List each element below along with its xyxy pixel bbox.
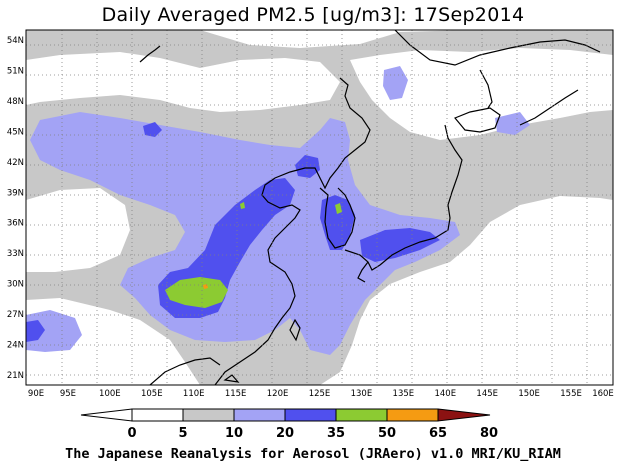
legend-swatch	[386, 408, 439, 422]
legend-swatch	[131, 408, 184, 422]
coast-japan	[344, 124, 463, 271]
legend-swatch	[182, 408, 235, 422]
contour-35-50-north	[240, 202, 245, 209]
lat-tick-label: 27N	[7, 310, 24, 320]
legend-arrow-high	[437, 408, 491, 422]
contour-10-20-southwest	[26, 310, 82, 352]
lon-tick-label: 145E	[476, 389, 498, 399]
contour-10-20-northeast	[383, 66, 408, 100]
legend-label: 35	[327, 426, 345, 440]
legend-label: 0	[127, 426, 136, 440]
lon-tick-label: 100E	[99, 389, 121, 399]
lon-tick-label: 105E	[141, 389, 163, 399]
legend-label: 5	[178, 426, 187, 440]
map-frame	[25, 29, 614, 386]
legend-label: 10	[225, 426, 243, 440]
coast-lake-baikal	[139, 45, 161, 63]
contour-0-5-north-b	[350, 48, 613, 140]
contour-20-35-southwest	[26, 320, 45, 342]
coast-kyushu	[357, 261, 369, 283]
lat-tick-label: 45N	[7, 127, 24, 137]
coast-siberia	[394, 30, 601, 66]
coast-korea	[319, 187, 356, 249]
contour-10-20-east	[495, 112, 530, 135]
legend-label: 80	[480, 426, 498, 440]
coast-vietnam	[149, 357, 221, 385]
lat-tick-label: 42N	[7, 158, 24, 168]
lon-tick-label: 135E	[393, 389, 415, 399]
contour-20-35-mongolia	[143, 122, 162, 137]
lon-tick-label: 115E	[225, 389, 247, 399]
lat-tick-label: 30N	[7, 280, 24, 290]
contour-20-35-bohai	[295, 155, 320, 178]
footer-credit: The Japanese Reanalysis for Aerosol (JRA…	[65, 446, 561, 462]
contour-20-35-korea	[320, 195, 355, 250]
lat-tick-label: 48N	[7, 97, 24, 107]
coast-hainan	[223, 374, 240, 383]
map-title: Daily Averaged PM2.5 [ug/m3]: 17Sep2014	[101, 4, 525, 26]
lat-tick-label: 36N	[7, 219, 24, 229]
coastlines	[139, 30, 601, 385]
coast-kuril	[519, 89, 579, 126]
legend-swatch	[284, 408, 337, 422]
legend-swatch	[233, 408, 286, 422]
legend-label: 20	[276, 426, 294, 440]
lon-tick-label: 120E	[267, 389, 289, 399]
contour-0-5-north-a	[26, 52, 340, 112]
contour-0-5-west	[26, 188, 130, 272]
legend-swatch	[335, 408, 388, 422]
contour-35-50-sichuan	[165, 277, 228, 308]
longitude-axis: 90E 95E 100E 105E 110E 115E 120E 125E 130E 135E 14…	[28, 389, 614, 399]
coast-hokkaido	[454, 107, 501, 133]
pm25-map: 90E 95E 100E 105E 110E 115E 120E 125E 130E 135E 14…	[7, 29, 614, 440]
legend-label: 65	[429, 426, 447, 440]
coast-china	[214, 77, 371, 385]
lon-tick-label: 150E	[518, 389, 540, 399]
contour-0-5-southeast	[372, 255, 613, 385]
lat-tick-label: 51N	[7, 67, 24, 77]
lon-tick-label: 125E	[309, 389, 331, 399]
contour-35-50-korea	[335, 203, 342, 214]
pm25-contours	[26, 30, 613, 385]
lon-tick-label: 110E	[183, 389, 205, 399]
lon-tick-label: 160E	[592, 389, 614, 399]
coast-taiwan	[289, 318, 301, 342]
lon-tick-label: 140E	[434, 389, 456, 399]
legend-label: 50	[378, 426, 396, 440]
contour-20-35-japan	[360, 228, 440, 262]
lon-tick-label: 90E	[28, 389, 44, 399]
legend-arrow-low	[80, 408, 133, 422]
lon-tick-label: 130E	[351, 389, 373, 399]
lat-tick-label: 33N	[7, 249, 24, 259]
lon-tick-label: 155E	[560, 389, 582, 399]
latitude-axis: 21N 24N 27N 30N 33N 36N 39N 42N 45N 48N 51N 54N	[7, 36, 24, 381]
lat-tick-label: 24N	[7, 340, 24, 350]
lon-tick-label: 95E	[60, 389, 76, 399]
lat-tick-label: 39N	[7, 188, 24, 198]
lat-tick-label: 54N	[7, 36, 24, 46]
color-legend: 0 5 10 20 35 50 65 80	[80, 408, 498, 440]
lat-tick-label: 21N	[7, 371, 24, 381]
